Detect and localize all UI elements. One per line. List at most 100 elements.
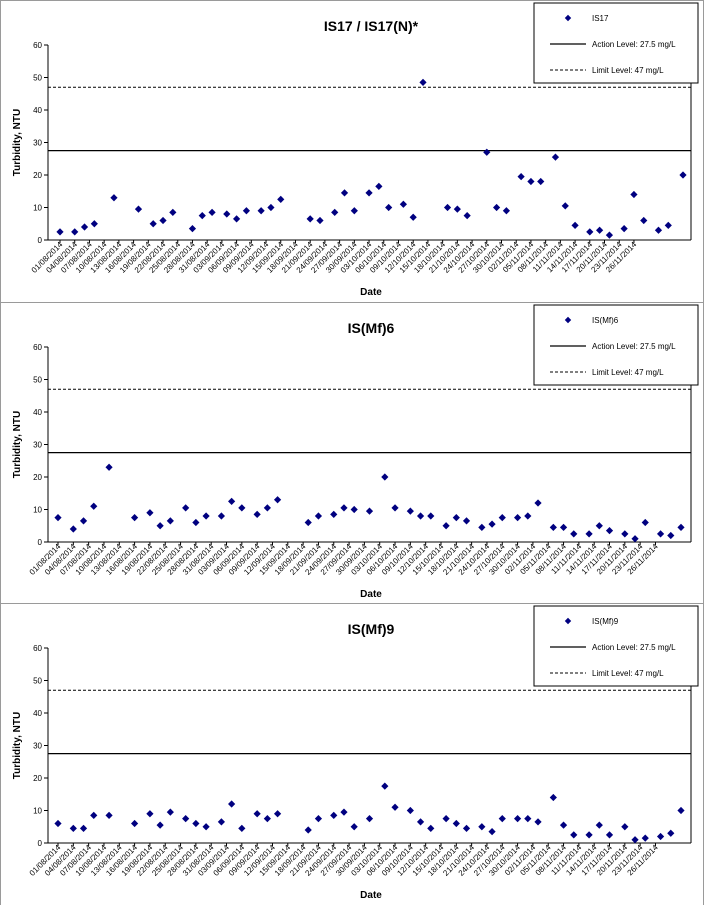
data-point	[399, 200, 407, 208]
data-point	[442, 815, 450, 823]
y-tick-label: 0	[38, 236, 43, 245]
data-point	[641, 834, 649, 842]
data-point	[146, 509, 154, 517]
data-point	[228, 497, 236, 505]
data-point	[350, 505, 358, 514]
chart-svg: IS17 / IS17(N)*010203040506001/08/201404…	[12, 2, 699, 298]
legend-marker	[564, 617, 572, 625]
data-point	[242, 207, 251, 215]
legend-label: Limit Level: 47 mg/L	[592, 66, 664, 75]
data-point	[365, 189, 373, 197]
data-point	[105, 811, 113, 819]
data-point	[166, 808, 174, 816]
data-point	[54, 514, 62, 522]
data-point	[605, 527, 614, 535]
data-point	[452, 514, 460, 522]
data-point	[416, 512, 425, 520]
data-point	[664, 221, 672, 229]
data-point	[156, 522, 164, 530]
data-point	[263, 815, 271, 823]
data-point	[621, 823, 629, 831]
data-point	[419, 78, 427, 86]
data-point	[267, 203, 275, 212]
data-point	[253, 510, 261, 518]
x-axis-label: Date	[360, 589, 382, 600]
data-point	[595, 522, 603, 530]
data-point	[56, 228, 64, 236]
data-point	[409, 213, 417, 221]
data-point	[631, 535, 639, 543]
data-point	[620, 225, 628, 233]
data-point	[188, 225, 197, 233]
chart-panel-ismf9: IS(Mf)9 0 10 20 30 40 50 60 01/08/2014 04/08/2014…	[1, 603, 703, 905]
data-point	[492, 203, 501, 212]
y-tick-label: 40	[33, 106, 42, 115]
data-point	[263, 504, 271, 512]
chart-svg: IS(Mf)9010203040506001/08/201404/08/2014…	[12, 605, 699, 901]
data-point	[605, 231, 614, 239]
data-point	[416, 818, 425, 826]
legend-label: Limit Level: 47 mg/L	[592, 669, 664, 678]
y-tick-label: 50	[33, 74, 42, 83]
data-point	[69, 824, 77, 832]
data-point	[571, 221, 579, 229]
data-point	[71, 228, 79, 236]
y-tick-label: 10	[33, 807, 42, 816]
data-point	[257, 207, 265, 215]
data-point	[90, 502, 98, 510]
data-point	[498, 815, 506, 823]
data-point	[513, 815, 522, 823]
y-tick-label: 60	[33, 343, 42, 352]
data-point	[427, 824, 435, 832]
data-point	[192, 819, 200, 828]
data-point	[130, 819, 139, 828]
data-point	[391, 504, 399, 512]
data-point	[304, 826, 312, 834]
legend-label: IS(Mf)6	[592, 316, 619, 325]
y-tick-label: 60	[33, 644, 42, 653]
data-point	[517, 173, 525, 181]
data-point	[381, 473, 389, 481]
chart-title: IS(Mf)6	[348, 320, 395, 336]
data-point	[228, 800, 236, 808]
y-tick-label: 10	[33, 506, 42, 515]
y-tick-label: 0	[38, 538, 43, 547]
data-point	[105, 463, 113, 471]
legend: IS(Mf)9 Action Level: 27.5 mg/L Limit Leve…	[533, 605, 699, 687]
data-point	[340, 504, 348, 512]
data-point	[80, 223, 89, 231]
y-tick-label: 40	[33, 408, 42, 417]
data-point	[54, 819, 62, 828]
data-point	[453, 205, 461, 213]
data-point	[537, 177, 545, 186]
data-point	[182, 504, 190, 512]
data-point	[551, 153, 560, 161]
data-point	[478, 523, 486, 531]
data-point	[534, 818, 542, 826]
data-point	[406, 507, 414, 515]
data-point	[630, 190, 638, 199]
data-point	[273, 810, 282, 818]
legend-label: Action Level: 27.5 mg/L	[592, 342, 676, 351]
y-tick-label: 50	[33, 376, 42, 385]
data-point	[217, 818, 226, 826]
data-point	[462, 824, 471, 832]
data-point	[462, 517, 471, 525]
data-point	[134, 205, 143, 213]
data-point	[561, 202, 569, 210]
y-tick-label: 40	[33, 709, 42, 718]
data-point	[79, 824, 88, 832]
data-point	[202, 823, 210, 831]
data-point	[79, 517, 88, 525]
legend-label: Action Level: 27.5 mg/L	[592, 643, 676, 652]
data-point	[340, 189, 349, 197]
data-point	[314, 512, 323, 520]
data-point	[463, 212, 471, 220]
data-point	[69, 525, 77, 533]
data-point	[524, 815, 532, 823]
y-tick-label: 30	[33, 441, 42, 450]
data-point	[350, 207, 358, 215]
data-point	[498, 514, 506, 522]
data-point	[306, 215, 314, 223]
